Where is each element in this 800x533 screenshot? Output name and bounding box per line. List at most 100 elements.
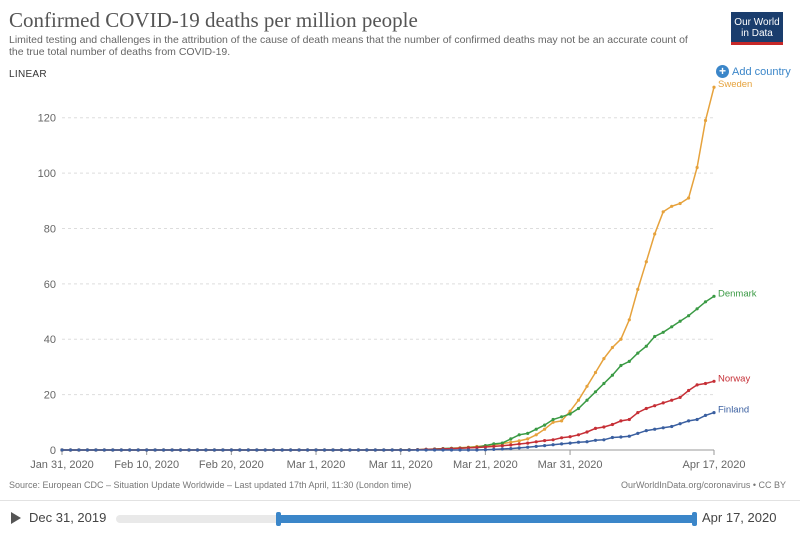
series-sweden[interactable]: Sweden <box>60 79 752 452</box>
data-point <box>492 447 496 451</box>
data-point <box>636 287 640 291</box>
data-point <box>136 448 140 452</box>
timeline-bar: Dec 31, 2019 Apr 17, 2020 <box>0 500 800 533</box>
data-point <box>170 448 174 452</box>
data-point <box>145 448 149 452</box>
data-point <box>568 412 572 416</box>
series-line[interactable] <box>62 411 715 451</box>
data-point <box>509 443 513 447</box>
data-point <box>644 429 648 433</box>
series-line[interactable] <box>62 295 715 451</box>
data-point <box>610 422 615 427</box>
data-point <box>619 419 623 423</box>
data-point <box>204 448 208 452</box>
data-point <box>687 388 691 393</box>
x-tick-label: Apr 17, 2020 <box>683 459 746 471</box>
data-point <box>560 442 564 446</box>
data-point <box>229 448 233 452</box>
data-point <box>712 411 716 415</box>
data-point <box>661 330 665 334</box>
data-point <box>703 413 708 417</box>
data-point <box>509 440 513 444</box>
data-point <box>551 417 555 422</box>
data-point <box>195 448 200 452</box>
data-point <box>687 196 691 200</box>
add-country-label: Add country <box>732 65 791 78</box>
data-point <box>111 448 115 452</box>
data-point <box>593 426 598 430</box>
data-point <box>399 448 403 452</box>
data-point <box>543 444 547 448</box>
series-lines: Sweden Denmark Norway Finland <box>60 79 757 452</box>
data-point <box>712 379 716 383</box>
series-label[interactable]: Finland <box>718 405 749 416</box>
y-tick-label: 40 <box>44 334 56 346</box>
data-point <box>373 448 377 452</box>
series-line[interactable] <box>62 380 715 451</box>
data-point <box>687 314 691 318</box>
data-point <box>246 448 250 452</box>
data-point <box>94 448 98 452</box>
x-tick-label: Mar 21, 2020 <box>453 459 518 471</box>
scale-toggle[interactable]: LINEAR <box>9 69 47 80</box>
data-point <box>593 370 598 375</box>
series-label[interactable]: Sweden <box>718 79 752 90</box>
data-point <box>560 419 564 423</box>
data-point <box>534 444 538 448</box>
data-point <box>551 438 555 442</box>
series-denmark[interactable]: Denmark <box>60 288 757 452</box>
timeline-start-date: Dec 31, 2019 <box>29 510 107 525</box>
data-point <box>178 448 183 452</box>
data-point <box>627 359 631 363</box>
y-tick-label: 0 <box>50 445 56 457</box>
data-point <box>619 363 623 368</box>
data-point <box>526 445 530 449</box>
series-line[interactable] <box>62 87 715 451</box>
series-norway[interactable]: Norway <box>60 373 750 452</box>
data-point <box>585 384 589 388</box>
series-label[interactable]: Denmark <box>718 288 757 299</box>
add-country-button[interactable]: + Add country <box>716 65 791 78</box>
data-point <box>500 444 504 448</box>
data-point <box>500 441 504 445</box>
data-point <box>551 420 555 424</box>
data-point <box>627 318 631 322</box>
data-point <box>560 415 564 419</box>
data-point <box>585 440 589 444</box>
credit-link[interactable]: OurWorldInData.org/coronavirus • CC BY <box>620 480 786 490</box>
data-point <box>653 232 657 236</box>
data-point <box>627 434 631 438</box>
series-finland[interactable]: Finland <box>60 405 749 452</box>
play-icon[interactable] <box>11 512 21 524</box>
data-point <box>576 398 581 402</box>
data-point <box>221 448 225 452</box>
data-point <box>492 442 496 446</box>
data-point <box>339 448 343 452</box>
x-tick-label: Jan 31, 2020 <box>30 459 94 471</box>
data-point <box>585 398 589 402</box>
x-tick-label: Feb 10, 2020 <box>114 459 179 471</box>
data-point <box>517 433 521 437</box>
data-point <box>102 448 106 452</box>
x-tick-label: Feb 20, 2020 <box>199 459 264 471</box>
timeline-start-handle[interactable] <box>276 512 282 526</box>
data-point <box>517 446 521 450</box>
data-point <box>593 438 598 442</box>
data-point <box>568 409 572 413</box>
data-point <box>500 447 504 451</box>
data-point <box>509 437 513 441</box>
data-point <box>678 395 682 399</box>
data-point <box>212 448 216 452</box>
data-point <box>356 448 360 452</box>
series-label[interactable]: Norway <box>718 373 750 384</box>
data-point <box>576 440 581 444</box>
data-point <box>593 390 598 394</box>
data-point <box>348 448 352 452</box>
timeline-end-handle[interactable] <box>692 512 697 526</box>
data-point <box>390 448 394 452</box>
owid-logo[interactable]: Our World in Data <box>731 12 783 45</box>
data-point <box>619 337 623 341</box>
data-point <box>610 435 615 440</box>
data-point <box>153 448 157 452</box>
data-point <box>703 118 708 123</box>
